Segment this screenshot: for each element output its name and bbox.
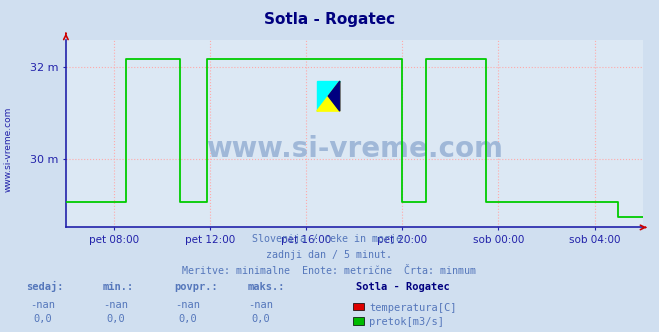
Text: 0,0: 0,0 — [106, 314, 125, 324]
Text: www.si-vreme.com: www.si-vreme.com — [3, 107, 13, 192]
Polygon shape — [328, 81, 340, 111]
Text: Sotla - Rogatec: Sotla - Rogatec — [356, 283, 449, 292]
Text: min.:: min.: — [102, 283, 133, 292]
Text: Sotla - Rogatec: Sotla - Rogatec — [264, 12, 395, 27]
Text: -nan: -nan — [175, 300, 200, 310]
Text: Meritve: minimalne  Enote: metrične  Črta: minmum: Meritve: minimalne Enote: metrične Črta:… — [183, 266, 476, 276]
Text: zadnji dan / 5 minut.: zadnji dan / 5 minut. — [266, 250, 393, 260]
Text: sedaj:: sedaj: — [26, 282, 64, 292]
Text: povpr.:: povpr.: — [175, 283, 218, 292]
Text: maks.:: maks.: — [247, 283, 285, 292]
Text: 0,0: 0,0 — [34, 314, 52, 324]
Text: temperatura[C]: temperatura[C] — [369, 303, 457, 313]
Polygon shape — [317, 81, 340, 111]
Text: -nan: -nan — [103, 300, 128, 310]
Text: -nan: -nan — [30, 300, 55, 310]
Text: -nan: -nan — [248, 300, 273, 310]
Text: pretok[m3/s]: pretok[m3/s] — [369, 317, 444, 327]
Text: www.si-vreme.com: www.si-vreme.com — [206, 135, 503, 163]
Text: 0,0: 0,0 — [251, 314, 270, 324]
Text: Slovenija / reke in morje.: Slovenija / reke in morje. — [252, 234, 407, 244]
Polygon shape — [317, 81, 340, 111]
Text: 0,0: 0,0 — [179, 314, 197, 324]
